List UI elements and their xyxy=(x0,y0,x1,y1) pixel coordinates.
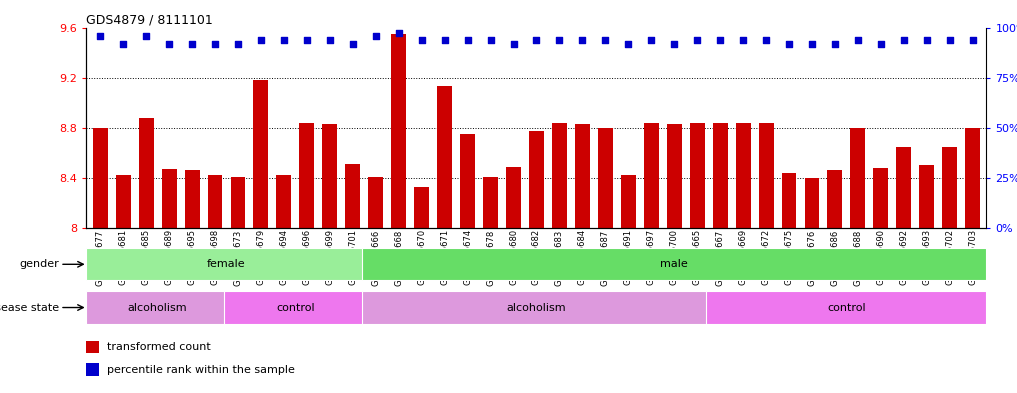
Bar xyxy=(919,165,935,228)
Bar xyxy=(759,123,774,228)
Point xyxy=(505,40,522,47)
Bar xyxy=(529,132,544,228)
Point xyxy=(460,37,476,43)
Bar xyxy=(782,173,796,228)
Bar xyxy=(362,292,711,323)
Point xyxy=(206,40,223,47)
Point xyxy=(712,37,728,43)
Bar xyxy=(735,123,751,228)
Point xyxy=(918,37,935,43)
Bar xyxy=(552,123,566,228)
Text: percentile rank within the sample: percentile rank within the sample xyxy=(107,365,295,375)
Bar xyxy=(437,86,453,228)
Bar xyxy=(207,175,223,228)
Point xyxy=(803,40,820,47)
Bar xyxy=(231,176,245,228)
Bar xyxy=(86,292,229,323)
Bar xyxy=(850,128,865,228)
Bar xyxy=(943,147,957,228)
Text: transformed count: transformed count xyxy=(107,342,211,353)
Bar xyxy=(506,167,521,228)
Point xyxy=(391,29,407,36)
Text: GDS4879 / 8111101: GDS4879 / 8111101 xyxy=(86,13,214,26)
Bar xyxy=(162,169,177,228)
Bar xyxy=(460,134,475,228)
Point xyxy=(781,40,797,47)
Point xyxy=(253,37,270,43)
Bar xyxy=(598,128,613,228)
Point xyxy=(896,37,912,43)
Point xyxy=(575,37,591,43)
Point xyxy=(758,37,774,43)
Point xyxy=(620,40,637,47)
Point xyxy=(482,37,498,43)
Point xyxy=(850,37,866,43)
Bar xyxy=(93,128,108,228)
Point xyxy=(873,40,889,47)
Point xyxy=(299,37,315,43)
Bar xyxy=(713,123,727,228)
Point xyxy=(345,40,361,47)
Text: control: control xyxy=(827,303,865,312)
Bar xyxy=(690,123,705,228)
Bar xyxy=(277,175,291,228)
Point xyxy=(321,37,338,43)
Bar xyxy=(874,168,888,228)
Point xyxy=(230,40,246,47)
Bar xyxy=(804,178,820,228)
Bar xyxy=(644,123,659,228)
Point xyxy=(161,40,177,47)
Bar xyxy=(575,124,590,228)
Bar xyxy=(667,124,681,228)
Bar xyxy=(346,164,360,228)
Bar xyxy=(368,176,383,228)
Bar xyxy=(362,248,986,280)
Point xyxy=(551,37,567,43)
Bar xyxy=(86,341,99,353)
Bar xyxy=(86,248,366,280)
Bar xyxy=(483,176,498,228)
Point xyxy=(942,37,958,43)
Bar xyxy=(414,187,429,228)
Point xyxy=(414,37,430,43)
Bar xyxy=(253,80,268,228)
Point xyxy=(115,40,131,47)
Point xyxy=(529,37,545,43)
Text: gender: gender xyxy=(19,259,59,269)
Point xyxy=(735,37,752,43)
Bar xyxy=(138,118,154,228)
Bar xyxy=(185,170,199,228)
Point xyxy=(666,40,682,47)
Bar xyxy=(224,292,366,323)
Bar xyxy=(965,128,980,228)
Text: alcoholism: alcoholism xyxy=(506,303,566,312)
Point xyxy=(276,37,292,43)
Bar xyxy=(392,34,406,228)
Text: disease state: disease state xyxy=(0,303,59,312)
Point xyxy=(964,37,980,43)
Bar xyxy=(86,363,99,376)
Bar xyxy=(620,175,636,228)
Bar xyxy=(116,175,130,228)
Point xyxy=(367,33,383,39)
Bar xyxy=(828,170,842,228)
Text: control: control xyxy=(276,303,314,312)
Point xyxy=(690,37,706,43)
Point xyxy=(93,33,109,39)
Point xyxy=(184,40,200,47)
Point xyxy=(138,33,155,39)
Point xyxy=(436,37,453,43)
Text: alcoholism: alcoholism xyxy=(128,303,187,312)
Point xyxy=(597,37,613,43)
Bar xyxy=(707,292,986,323)
Bar xyxy=(299,123,314,228)
Text: male: male xyxy=(660,259,689,269)
Text: female: female xyxy=(207,259,246,269)
Bar xyxy=(322,124,338,228)
Bar xyxy=(896,147,911,228)
Point xyxy=(643,37,659,43)
Point xyxy=(827,40,843,47)
